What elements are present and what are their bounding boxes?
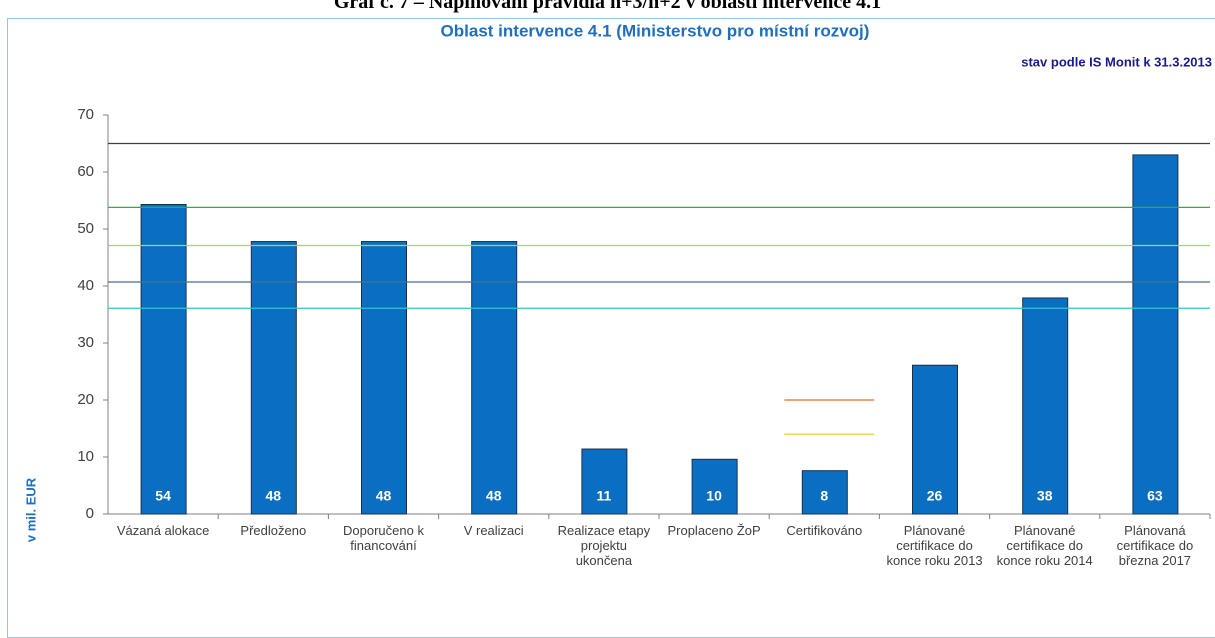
value-label: 63 <box>1147 488 1163 504</box>
value-label: 54 <box>155 488 171 504</box>
y-tick-label: 70 <box>77 106 94 123</box>
bar <box>140 203 187 515</box>
x-tick-label: V realizaci <box>463 523 524 538</box>
value-label: 48 <box>266 488 282 504</box>
y-tick-label: 50 <box>77 220 94 237</box>
bar <box>1022 297 1069 515</box>
y-tick-label: 40 <box>77 277 94 294</box>
x-tick-label: Plánovaná certifikace do března 2017 <box>1116 523 1194 568</box>
x-tick-label: Plánované certifikace do konce roku 2013 <box>886 523 983 568</box>
value-label: 48 <box>376 488 392 504</box>
value-label: 8 <box>820 488 828 504</box>
x-tick-label: Vázaná alokace <box>116 523 210 538</box>
y-tick-label: 60 <box>77 163 94 180</box>
caption: Graf č. 7 – Naplňování pravidla n+3/n+2 … <box>333 0 882 13</box>
x-tick-label: Plánované certifikace do konce roku 2014 <box>996 523 1093 568</box>
value-label: 26 <box>927 488 943 504</box>
x-tick-label: Předloženo <box>240 523 307 538</box>
bar <box>801 470 848 515</box>
bar <box>250 241 297 515</box>
y-tick-label: 30 <box>77 334 94 351</box>
y-tick-label: 20 <box>77 391 94 408</box>
y-tick-label: 0 <box>86 505 94 522</box>
y-tick-label: 10 <box>77 448 94 465</box>
value-label: 38 <box>1037 488 1053 504</box>
bar <box>471 241 518 515</box>
x-tick-label: Certifikováno <box>786 523 863 538</box>
value-label: 11 <box>596 488 611 504</box>
x-tick-label: Proplaceno ŽoP <box>667 523 761 538</box>
bar <box>581 448 628 515</box>
bar <box>912 364 958 515</box>
bar <box>361 241 407 515</box>
value-label: 48 <box>486 488 502 504</box>
chart-subtitle: stav podle IS Monit k 31.3.2013 <box>1021 54 1212 69</box>
x-tick-label: Doporučeno k financování <box>343 523 424 553</box>
y-axis-label: v mil. EUR <box>23 477 38 542</box>
bar <box>691 458 738 515</box>
value-label: 10 <box>706 488 722 504</box>
x-tick-label: Realizace etapy projektu ukončena <box>557 523 651 568</box>
chart-title: Oblast intervence 4.1 (Ministerstvo pro … <box>441 21 870 40</box>
bar <box>1132 154 1179 515</box>
